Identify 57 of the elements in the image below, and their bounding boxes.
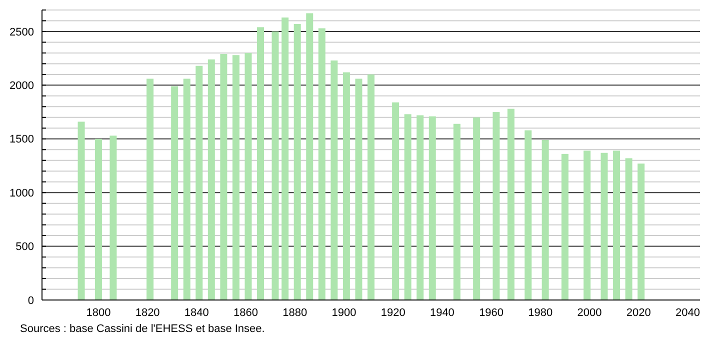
x-tick-label: 1820 bbox=[135, 307, 160, 319]
bar bbox=[146, 78, 154, 300]
bar bbox=[272, 31, 279, 300]
x-tick-label: 1960 bbox=[479, 307, 504, 319]
bar bbox=[94, 138, 102, 300]
source-note: Sources : base Cassini de l'EHESS et base Insee. bbox=[20, 323, 265, 335]
y-tick-label: 2000 bbox=[10, 80, 34, 92]
bar bbox=[638, 164, 645, 300]
bar bbox=[584, 150, 591, 300]
bar bbox=[428, 116, 436, 300]
x-tick-label: 2040 bbox=[675, 307, 700, 319]
bar bbox=[416, 115, 424, 300]
bar bbox=[392, 102, 400, 300]
bar bbox=[183, 78, 190, 300]
x-tick-label: 1800 bbox=[86, 307, 111, 319]
x-tick-label: 1920 bbox=[380, 307, 406, 319]
bar bbox=[613, 150, 620, 300]
y-tick-label: 2500 bbox=[10, 26, 34, 38]
bar bbox=[318, 28, 326, 300]
bar bbox=[220, 54, 228, 300]
bar bbox=[330, 60, 338, 300]
x-tick-label: 1860 bbox=[234, 307, 258, 319]
x-tick-label: 1980 bbox=[528, 307, 553, 319]
bar bbox=[78, 122, 85, 300]
bar bbox=[368, 74, 374, 300]
bar bbox=[473, 117, 480, 300]
bar bbox=[171, 86, 178, 300]
y-tick-label: 500 bbox=[16, 241, 34, 254]
y-tick-label: 1000 bbox=[10, 187, 34, 200]
bar bbox=[507, 108, 514, 300]
bar bbox=[342, 72, 350, 300]
y-tick-label: 0 bbox=[28, 294, 34, 307]
bar bbox=[110, 136, 117, 300]
x-tick-label: 1940 bbox=[430, 307, 454, 319]
bar bbox=[404, 114, 412, 300]
y-tick-label: 1500 bbox=[10, 134, 34, 146]
bar bbox=[453, 124, 460, 300]
bar bbox=[625, 158, 632, 300]
bar bbox=[208, 59, 215, 300]
bar bbox=[524, 130, 532, 300]
x-tick-label: 1900 bbox=[332, 307, 356, 319]
bar bbox=[561, 154, 568, 300]
bar bbox=[542, 140, 549, 300]
x-tick-label: 2020 bbox=[626, 307, 651, 319]
bar bbox=[355, 78, 362, 300]
bar bbox=[600, 152, 608, 300]
x-tick-label: 2000 bbox=[577, 307, 602, 319]
bar bbox=[196, 66, 203, 300]
bar bbox=[244, 52, 252, 300]
bar bbox=[282, 18, 289, 300]
bar bbox=[232, 55, 240, 300]
x-tick-label: 1840 bbox=[184, 307, 209, 319]
bar bbox=[492, 112, 500, 300]
bar bbox=[294, 24, 301, 300]
bar bbox=[306, 13, 314, 300]
x-tick-label: 1880 bbox=[282, 307, 308, 319]
bar bbox=[257, 27, 264, 300]
